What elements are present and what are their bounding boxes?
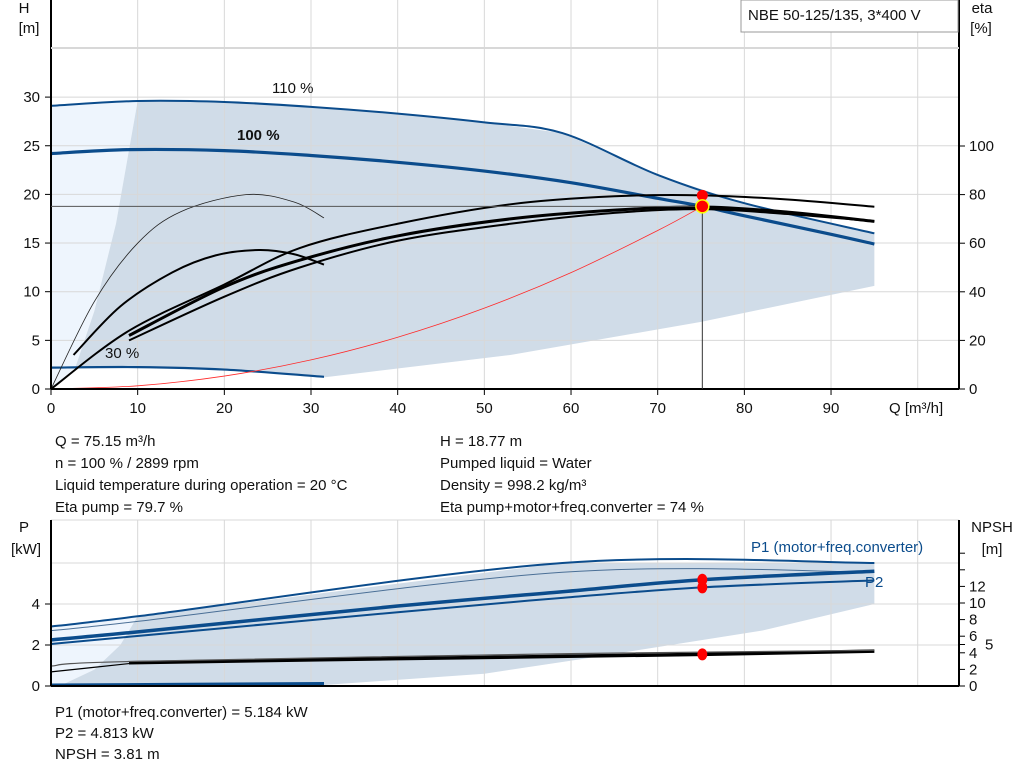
x-axis-label: Q [m³/h]: [889, 400, 943, 417]
y-axis-label-p: P: [19, 519, 29, 536]
info-q: Q = 75.15 m³/h: [55, 433, 156, 450]
y-tick-label: 4: [32, 596, 40, 613]
y-tick-label: 20: [23, 186, 40, 203]
duty-point-p2: [697, 581, 708, 594]
curve-eta-pump: [50, 194, 875, 390]
curve-eta-total: [128, 205, 875, 337]
head-eta-plot: 0 5 10 15 20 25 30 0 20 40 60 80 100 0 10 20 30 40 50 60 70 8…: [23, 0, 994, 417]
y2-tick-label: 2: [969, 661, 977, 678]
curve-110-: [50, 99, 875, 235]
light-region: [51, 100, 138, 389]
label-100: 100 %: [237, 127, 280, 144]
info-eta-pump: Eta pump = 79.7 %: [55, 499, 183, 516]
label-30: 30 %: [105, 345, 139, 362]
curve-eta-pump-partload: [50, 193, 325, 390]
y2-tick-label: 60: [969, 235, 986, 252]
y-tick-label: 25: [23, 138, 40, 155]
x-tick-label: 90: [823, 400, 840, 417]
curve-p2-110: [50, 568, 875, 632]
duty-point-head: [695, 199, 710, 214]
info-npsh: NPSH = 3.81 m: [55, 746, 160, 763]
x-tick-label: 0: [47, 400, 55, 417]
y-tick-label: 5: [32, 332, 40, 349]
y-tick-label: 2: [32, 637, 40, 654]
curve-npsh-110: [50, 649, 875, 667]
curve-npsh: [128, 649, 875, 665]
y-tick-label: 0: [32, 381, 40, 398]
curve-eta-total-lower: [128, 208, 875, 342]
duty-point-eta: [696, 189, 708, 201]
y2-tick-label: 0: [969, 678, 977, 695]
curve-p2: [50, 579, 875, 645]
info-eta-total: Eta pump+motor+freq.converter = 74 %: [440, 499, 704, 516]
curve-p-30: [50, 682, 325, 687]
y2-tick-label: 100: [969, 138, 994, 155]
y-axis-label-h: H: [19, 0, 30, 17]
y2-tick-label: 6: [969, 628, 977, 645]
y2-tick-label: 80: [969, 187, 986, 204]
y-tick-label: 15: [23, 235, 40, 252]
curve-30-: [50, 365, 325, 378]
y2-axis-unit-m: [m]: [982, 541, 1003, 558]
y2-tick-label: 8: [969, 612, 977, 629]
y2-tick-label: 0: [969, 381, 977, 398]
y2-axis-label-eta: eta: [972, 0, 994, 17]
info-liquid: Pumped liquid = Water: [440, 455, 592, 472]
info-p1: P1 (motor+freq.converter) = 5.184 kW: [55, 704, 308, 721]
x-tick-label: 40: [389, 400, 406, 417]
y-tick-label: 30: [23, 89, 40, 106]
y2-tick-label: 5: [985, 637, 993, 654]
y2-tick-label: 40: [969, 284, 986, 301]
label-110: 110 %: [272, 80, 313, 97]
y2-axis-unit-percent: [%]: [970, 20, 992, 37]
operating-info-left: Q = 75.15 m³/h n = 100 % / 2899 rpm Liqu…: [55, 431, 347, 519]
info-density: Density = 998.2 kg/m³: [440, 477, 587, 494]
y-tick-label: 10: [23, 284, 40, 301]
curve-100-: [50, 147, 875, 246]
x-tick-label: 70: [649, 400, 666, 417]
y2-tick-label: 4: [969, 645, 977, 662]
y2-tick-label: 20: [969, 332, 986, 349]
model-box: [740, 0, 959, 33]
operating-range-area: [75, 100, 875, 378]
x-tick-label: 80: [736, 400, 753, 417]
y-axis-unit-kw: [kW]: [11, 541, 41, 558]
x-tick-label: 50: [476, 400, 493, 417]
x-tick-label: 30: [303, 400, 320, 417]
curve-p1-110: [50, 558, 875, 628]
power-info: P1 (motor+freq.converter) = 5.184 kW P2 …: [55, 702, 308, 765]
operating-info-right: H = 18.77 m Pumped liquid = Water Densit…: [440, 431, 704, 519]
label-p2: P2: [865, 574, 883, 591]
y-tick-label: 0: [32, 678, 40, 695]
model-title: NBE 50-125/135, 3*400 V: [748, 7, 921, 24]
duty-point-npsh: [697, 648, 708, 661]
x-tick-label: 60: [563, 400, 580, 417]
operating-range-area: [59, 563, 875, 686]
x-tick-label: 20: [216, 400, 233, 417]
curve-p1-motor-freq-converter-: [50, 569, 875, 642]
x-tick-label: 10: [129, 400, 146, 417]
info-h: H = 18.77 m: [440, 433, 523, 450]
curve-system-curve: [50, 206, 703, 390]
label-p1: P1 (motor+freq.converter): [751, 539, 923, 556]
info-p2: P2 = 4.813 kW: [55, 725, 154, 742]
curve-eta-total-partload: [72, 249, 325, 356]
info-n: n = 100 % / 2899 rpm: [55, 455, 199, 472]
y2-tick-label: 10: [969, 595, 986, 612]
y2-axis-label-npsh: NPSH: [971, 519, 1013, 536]
y-axis-unit-m: [m]: [19, 20, 40, 37]
info-temp: Liquid temperature during operation = 20…: [55, 477, 348, 494]
curve-npsh-low: [50, 662, 130, 673]
y2-tick-label: 12: [969, 578, 986, 595]
